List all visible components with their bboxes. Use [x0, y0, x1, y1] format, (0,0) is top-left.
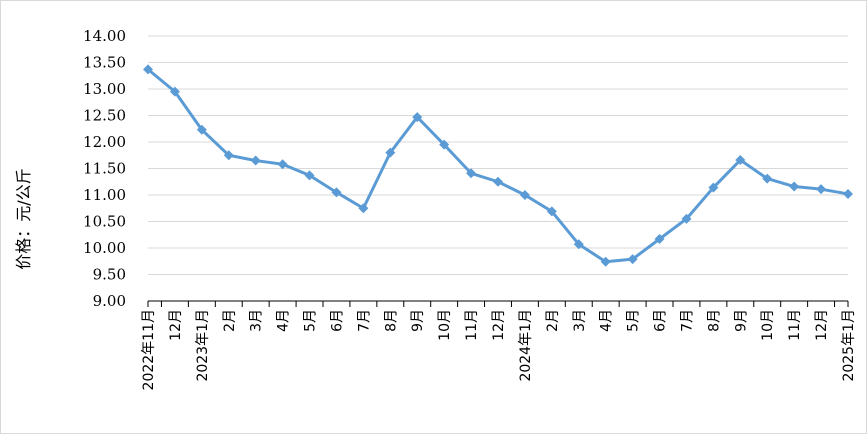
data-point-marker — [654, 233, 665, 244]
data-point-marker — [573, 239, 584, 250]
x-tick-label: 7月 — [679, 309, 695, 332]
data-point-marker — [519, 190, 530, 200]
x-tick-label: 4月 — [599, 309, 615, 332]
data-point-marker — [385, 147, 396, 158]
series-layer — [143, 64, 853, 267]
y-tick-label: 10.50 — [83, 213, 126, 231]
data-point-marker — [708, 182, 719, 193]
y-tick-label: 12.50 — [83, 107, 126, 125]
x-tick-label: 8月 — [706, 309, 722, 332]
y-tick-label: 11.50 — [83, 160, 126, 178]
x-tick-label: 3月 — [572, 309, 588, 332]
y-tick-label: 13.50 — [83, 54, 126, 72]
data-point-marker — [681, 213, 692, 224]
x-tick-label: 12月 — [168, 309, 184, 341]
x-tick-label: 2月 — [222, 309, 238, 332]
x-tick-label: 5月 — [626, 309, 642, 332]
x-tick-label: 11月 — [464, 309, 480, 341]
data-point-marker — [143, 64, 153, 75]
data-point-marker — [843, 188, 853, 199]
data-point-marker — [439, 139, 450, 150]
y-tick-label: 14.00 — [83, 27, 126, 45]
y-tick-label: 12.00 — [83, 133, 126, 151]
y-axis-title: 价格：元/公斤 — [14, 168, 33, 269]
x-tick-label: 6月 — [329, 309, 345, 332]
data-point-marker — [304, 170, 315, 181]
data-point-marker — [169, 86, 180, 97]
x-tick-label: 4月 — [276, 309, 292, 332]
x-tick-labels: 2022年11月 12月 2023年1月 2月 3月 4月 5月 6月 7月 8月 9月 10月 11月… — [141, 309, 857, 390]
axes — [147, 300, 849, 307]
x-tick-label: 7月 — [356, 309, 372, 332]
x-tick-label: 6月 — [653, 309, 669, 332]
y-tick-label: 9.50 — [93, 266, 126, 284]
data-point-marker — [493, 176, 503, 187]
gridlines — [148, 35, 848, 275]
data-point-marker — [250, 155, 261, 166]
data-point-marker — [412, 112, 423, 123]
x-tick-label: 2023年1月 — [195, 309, 211, 382]
x-tick-label: 8月 — [383, 309, 399, 332]
x-tick-label: 5月 — [303, 309, 319, 332]
x-tick-label: 2月 — [545, 309, 561, 332]
y-tick-label: 9.00 — [93, 292, 126, 310]
x-tick-label: 9月 — [733, 309, 749, 332]
data-point-marker — [735, 155, 746, 166]
x-tick-label: 12月 — [814, 309, 830, 341]
x-tick-label: 9月 — [410, 309, 426, 332]
y-tick-label: 13.00 — [83, 80, 126, 98]
y-tick-label: 10.00 — [83, 239, 126, 257]
data-point-marker — [627, 254, 638, 265]
x-tick-label: 2022年11月 — [141, 309, 157, 390]
y-tick-label: 11.00 — [83, 186, 126, 204]
data-point-marker — [196, 124, 207, 135]
data-point-marker — [223, 150, 234, 161]
data-point-marker — [816, 184, 827, 195]
series-line — [147, 68, 849, 264]
data-point-marker — [762, 173, 773, 184]
data-point-marker — [358, 203, 369, 214]
x-tick-label: 11月 — [787, 309, 803, 341]
x-tick-label: 3月 — [249, 309, 265, 332]
data-point-marker — [331, 187, 342, 198]
data-point-marker — [466, 168, 477, 179]
x-tick-label: 10月 — [437, 309, 453, 341]
y-tick-labels: 9.00 9.50 10.00 10.50 11.00 11.50 12.00 12.50 13… — [83, 27, 126, 310]
x-tick-label: 2025年1月 — [841, 309, 857, 382]
data-point-marker — [600, 256, 611, 267]
data-point-marker — [277, 159, 288, 170]
x-tick-label: 10月 — [760, 309, 776, 341]
x-tick-label: 2024年1月 — [518, 309, 534, 382]
data-point-marker — [546, 206, 557, 217]
x-tick-label: 12月 — [491, 309, 507, 341]
data-point-marker — [789, 181, 800, 192]
